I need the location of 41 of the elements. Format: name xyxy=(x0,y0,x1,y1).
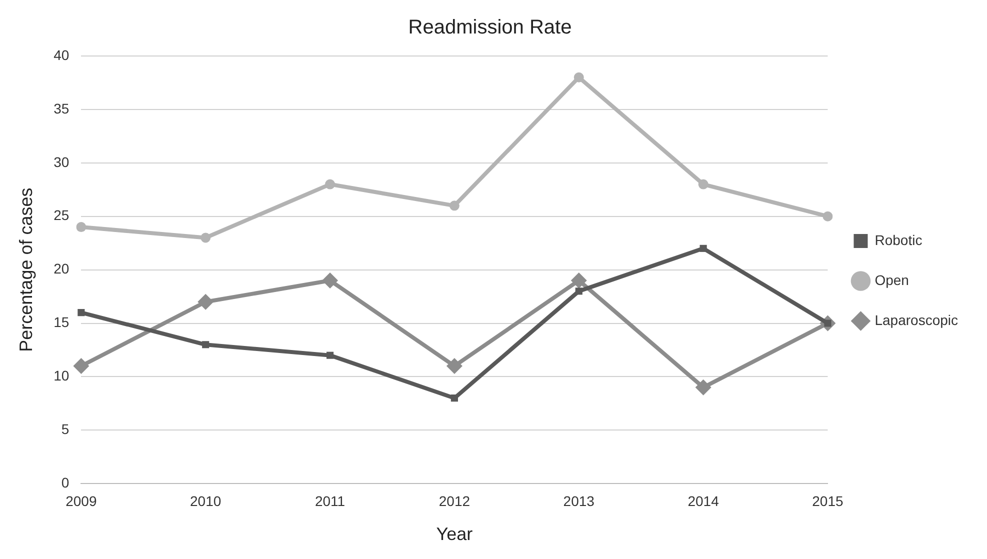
x-tick-label: 2012 xyxy=(438,492,470,509)
y-axis-title: Percentage of cases xyxy=(16,188,36,352)
y-tick-label: 40 xyxy=(54,46,70,63)
point xyxy=(695,379,712,396)
x-tick-label: 2010 xyxy=(190,492,222,509)
x-tick-label: 2014 xyxy=(688,492,720,509)
point xyxy=(78,309,85,316)
point xyxy=(700,244,707,252)
point xyxy=(570,272,587,288)
legend-label: Robotic xyxy=(874,232,922,248)
point xyxy=(73,358,90,374)
point xyxy=(200,232,211,243)
y-tick-label: 5 xyxy=(61,421,70,438)
y-tick-label: 25 xyxy=(54,207,70,224)
x-tick-label: 2011 xyxy=(314,492,346,509)
point xyxy=(450,394,458,402)
point xyxy=(326,352,334,359)
y-tick-label: 0 xyxy=(61,474,70,490)
legend-label: Laparoscopic xyxy=(874,312,958,328)
legend-label: Open xyxy=(874,272,909,288)
point xyxy=(449,200,460,211)
point xyxy=(822,211,833,222)
y-tick-label: 30 xyxy=(54,154,70,170)
x-tick-label: 2009 xyxy=(66,492,97,509)
point xyxy=(446,358,462,374)
y-tick-label: 10 xyxy=(54,368,70,384)
y-tick-label: 15 xyxy=(54,314,70,330)
point xyxy=(202,341,210,348)
x-tick-label: 2015 xyxy=(812,492,844,509)
y-tick-label: 20 xyxy=(54,260,70,277)
point xyxy=(574,72,584,82)
point xyxy=(76,222,86,232)
y-tick-label: 35 xyxy=(54,100,70,116)
point xyxy=(575,288,582,295)
point xyxy=(325,179,336,190)
chart-title: Readmission Rate xyxy=(408,16,572,39)
point xyxy=(698,179,708,190)
point xyxy=(198,294,214,310)
x-axis-title: Year xyxy=(436,524,473,544)
x-tick-label: 2013 xyxy=(563,492,595,509)
point xyxy=(322,272,338,288)
